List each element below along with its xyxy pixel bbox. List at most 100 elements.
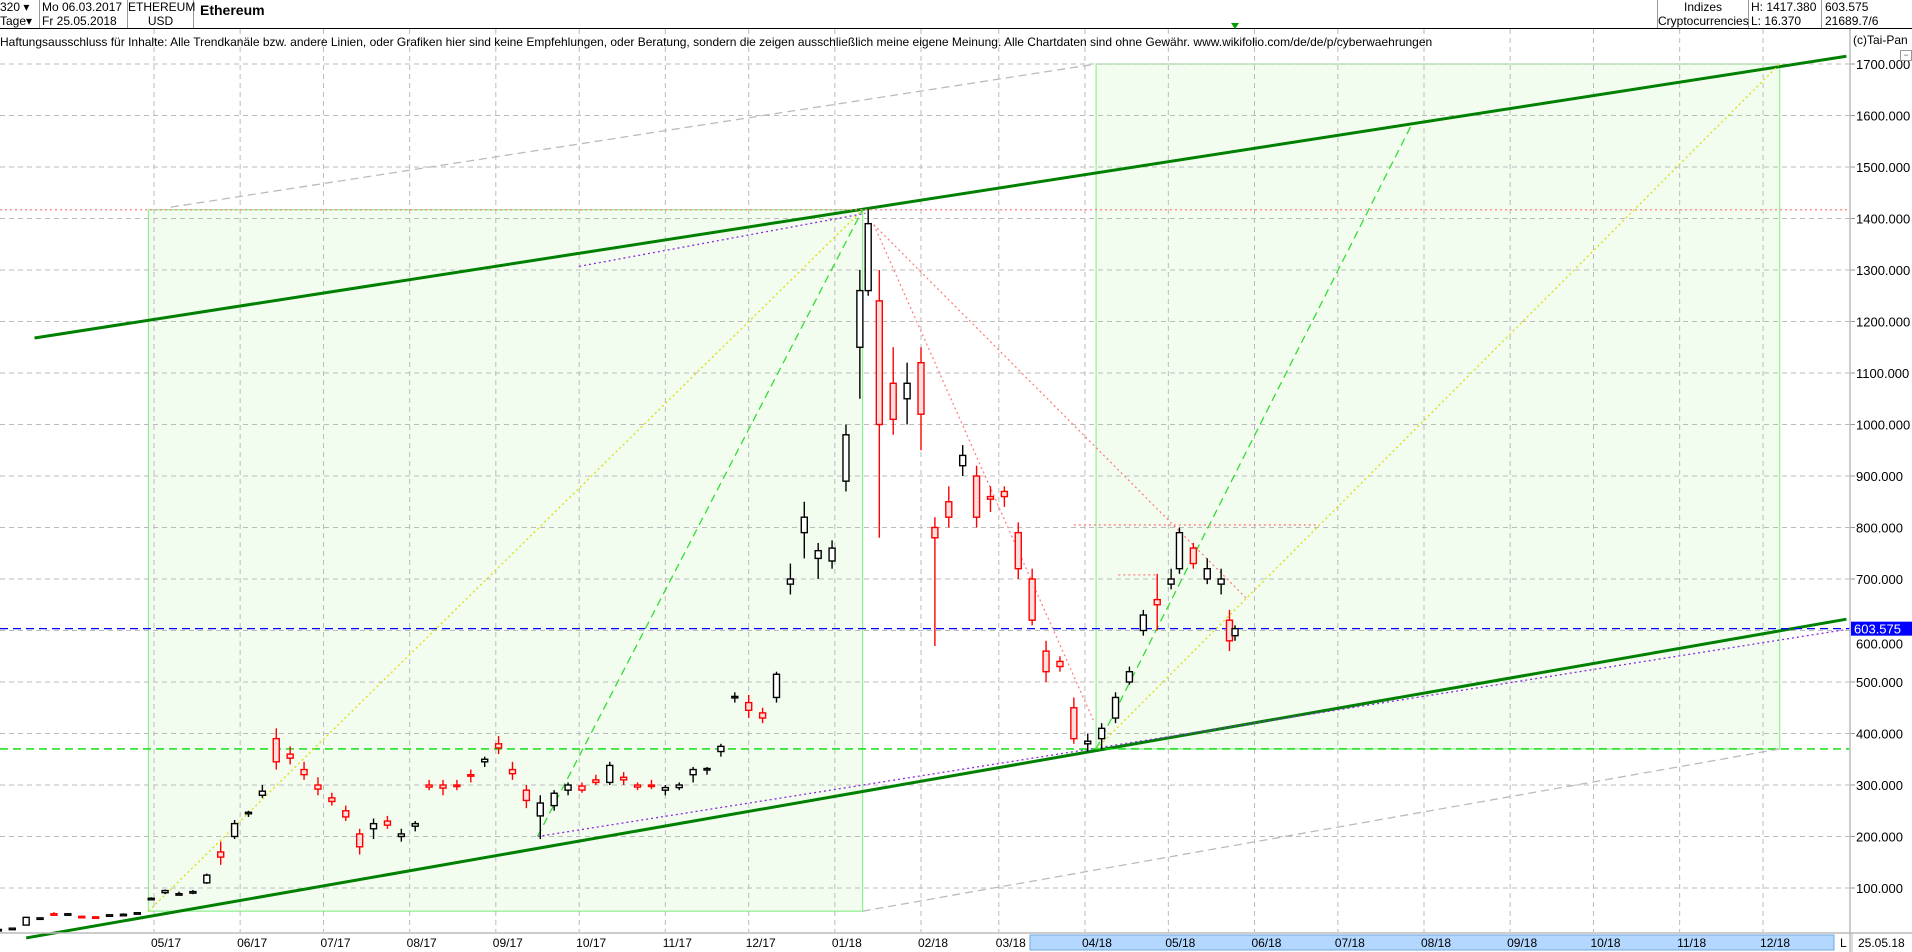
y-tick-label: 1100.000	[1856, 366, 1909, 381]
instrument-name: Ethereum	[200, 2, 265, 18]
x-tick-label: 08/17	[407, 936, 437, 950]
candle-body	[1042, 650, 1050, 673]
candle-body	[272, 737, 280, 763]
x-tick-label: 07/18	[1335, 936, 1365, 950]
x-tick-label: 09/17	[493, 936, 523, 950]
y-tick-label: 1500.000	[1856, 160, 1910, 175]
candle-body	[481, 758, 489, 763]
category-index: Indizes	[1683, 0, 1723, 14]
candle-body	[1175, 531, 1184, 570]
candle-body	[1056, 660, 1064, 668]
candle-body	[986, 495, 995, 500]
x-tick-label: 10/18	[1591, 936, 1621, 950]
candle-body	[230, 822, 239, 838]
y-tick-label: 1300.000	[1856, 263, 1910, 278]
candle-body	[133, 912, 142, 915]
candle-body	[633, 784, 642, 788]
line-gray-upper	[170, 63, 1097, 208]
candle-body	[91, 916, 100, 920]
line-zone1-diagonal	[147, 209, 864, 912]
chevron-down-icon[interactable]: ▾	[26, 14, 33, 28]
candle-body	[889, 382, 897, 421]
candle-body	[467, 774, 475, 777]
candle-body	[1028, 578, 1036, 621]
candle-body	[508, 768, 517, 775]
candle-body	[745, 701, 753, 712]
symbol-cell: ETHEREUM USD	[128, 0, 195, 28]
candle-body	[536, 802, 544, 817]
candle-body	[1111, 696, 1120, 719]
y-tick-label: 1200.000	[1856, 315, 1910, 330]
candle-body	[175, 892, 183, 896]
candle-body	[958, 454, 967, 467]
x-tick-label: 09/18	[1507, 936, 1537, 950]
line-channel-upper-alt	[579, 212, 866, 268]
candle-body	[161, 889, 169, 894]
current-bar-marker-icon	[1231, 23, 1240, 29]
candle-body	[1097, 727, 1106, 740]
y-tick-label: 400.000	[1856, 727, 1903, 742]
candle-body	[258, 790, 267, 796]
x-tick-label: 10/17	[576, 936, 606, 950]
candle-body	[689, 768, 697, 776]
candle-body	[731, 695, 739, 699]
candle-body	[286, 753, 294, 759]
candle-body	[300, 768, 308, 776]
candle-body	[917, 362, 925, 415]
category-crypto: Cryptocurrencies	[1658, 14, 1749, 28]
date-range[interactable]: Mo 06.03.2017 Fr 25.05.2018	[40, 0, 128, 28]
x-tick-label: 01/18	[832, 936, 862, 950]
period-unit-value: Tage	[0, 14, 27, 28]
grid-layer	[0, 29, 1850, 932]
date-to[interactable]: Fr 25.05.2018	[42, 14, 117, 28]
x-tick-label: 05/18	[1165, 936, 1195, 950]
candle-body	[342, 810, 350, 818]
period-count[interactable]: 320 ▾	[0, 0, 39, 14]
candle-body	[842, 434, 850, 482]
candle-body	[1000, 490, 1009, 498]
candle-body	[1189, 547, 1198, 565]
candle-body	[864, 222, 872, 292]
candle-body	[828, 547, 836, 562]
candle-body	[411, 822, 419, 827]
line-up-trend-1	[536, 209, 864, 837]
category-cell: Indizes Cryptocurrencies	[1657, 0, 1749, 28]
candle-body	[355, 833, 364, 848]
candle-body	[64, 913, 72, 916]
minimize-icon[interactable]: −	[1900, 50, 1912, 61]
y-tick-label: 600.000	[1856, 637, 1903, 652]
candle-body	[439, 784, 447, 789]
candle-body	[972, 475, 981, 518]
candle-body	[1167, 578, 1175, 585]
y-tick-label: 1000.000	[1856, 418, 1910, 433]
candle-body	[606, 764, 614, 784]
y-tick-label: 900.000	[1856, 469, 1903, 484]
y-tick-label: 700.000	[1856, 572, 1903, 587]
candle-body	[931, 526, 939, 539]
x-tick-label: 11/17	[663, 936, 692, 950]
time-scrollbar[interactable]	[1029, 934, 1835, 951]
line-up-trend-2	[1095, 121, 1414, 750]
candle-body	[1014, 531, 1022, 570]
candle-body	[1203, 568, 1211, 580]
candles-layer	[0, 209, 1239, 932]
period-unit[interactable]: Tage▾	[0, 14, 39, 28]
candle-body	[675, 784, 683, 789]
line-channel-lower-alt	[537, 628, 1847, 838]
candle-body	[494, 743, 503, 749]
x-tick-label: 04/18	[1082, 936, 1112, 950]
candle-body	[383, 820, 392, 826]
y-tick-label: 1700.000	[1856, 57, 1910, 72]
candle-body	[1217, 578, 1225, 585]
candle-body	[647, 784, 656, 788]
candle-body	[8, 927, 16, 931]
chevron-down-icon[interactable]: ▾	[23, 0, 30, 14]
axes-layer: 100.000 200.000 300.000 400.000 500.000 600.0…	[0, 23, 1912, 952]
candle-body	[945, 501, 953, 518]
period-selector[interactable]: 320 ▾ Tage▾	[0, 0, 40, 28]
candle-body	[619, 776, 628, 781]
candle-body	[22, 916, 30, 926]
date-from[interactable]: Mo 06.03.2017	[42, 0, 123, 14]
candle-body	[903, 382, 911, 400]
